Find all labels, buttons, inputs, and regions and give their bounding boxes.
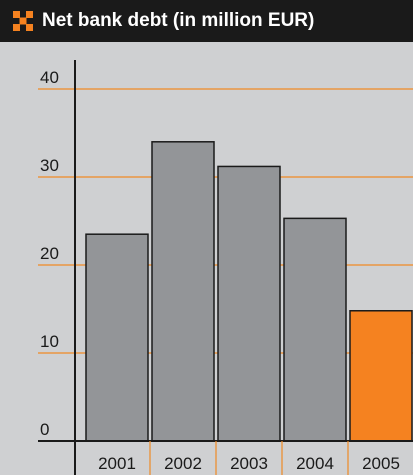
plot-area: 0 10 20 30 40 2001 2002 2003 2004 2005 (0, 42, 413, 475)
grid-logo-icon (13, 11, 33, 31)
x-tick-label: 2001 (98, 454, 136, 473)
chart-title: Net bank debt (in million EUR) (42, 10, 315, 31)
bar-2005 (349, 310, 413, 442)
bar-2002 (151, 141, 215, 442)
x-tick-label: 2004 (296, 454, 334, 473)
x-tick-label: 2003 (230, 454, 268, 473)
chart-header: Net bank debt (in million EUR) (0, 0, 413, 42)
bar-2004 (283, 217, 347, 442)
bar-2003 (217, 165, 281, 442)
y-tick-label: 40 (40, 68, 59, 87)
y-tick-label: 20 (40, 244, 59, 263)
x-tick-label: 2005 (362, 454, 400, 473)
bar-2001 (85, 233, 149, 442)
y-tick-label: 30 (40, 156, 59, 175)
y-tick-label: 0 (40, 420, 49, 439)
y-tick-label: 10 (40, 332, 59, 351)
bar-chart: 0 10 20 30 40 2001 2002 2003 2004 2005 (38, 60, 413, 475)
x-tick-label: 2002 (164, 454, 202, 473)
